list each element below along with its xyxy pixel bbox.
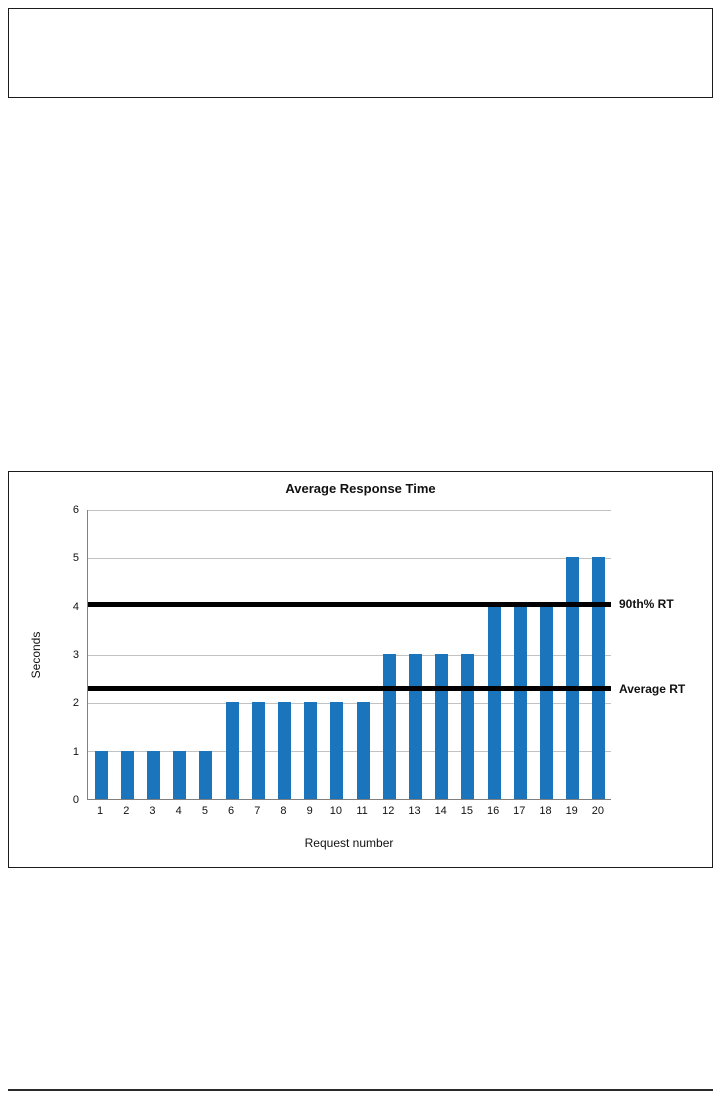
y-tick-label: 3 bbox=[72, 649, 79, 661]
y-tick-label: 1 bbox=[72, 745, 79, 758]
top-box bbox=[8, 8, 713, 98]
bar bbox=[513, 605, 527, 799]
x-tick-label: 10 bbox=[329, 805, 343, 817]
bar bbox=[278, 702, 291, 799]
footer-rule bbox=[8, 1089, 713, 1091]
reference-line-label: 90th% RT bbox=[619, 597, 674, 612]
bar bbox=[435, 654, 449, 799]
x-tick-label: 3 bbox=[149, 805, 156, 817]
y-tick-label: 4 bbox=[72, 600, 79, 613]
y-tick-label: 0 bbox=[72, 794, 79, 806]
x-axis-ticks: 1 2 3 4 5 6 7 8 9 10 11 12 13 14 15 16 17 18 19 20 bbox=[87, 804, 611, 818]
gridline bbox=[88, 510, 611, 511]
chart-title: Average Response Time bbox=[285, 481, 436, 496]
x-tick-label: 1 bbox=[97, 805, 104, 817]
x-tick-label: 13 bbox=[408, 805, 421, 817]
x-tick-label: 18 bbox=[539, 805, 552, 817]
x-tick-label: 19 bbox=[565, 805, 578, 817]
bar bbox=[566, 557, 580, 799]
x-tick-label: 20 bbox=[591, 805, 605, 817]
x-tick-label: 6 bbox=[228, 805, 235, 817]
y-tick-label: 2 bbox=[72, 697, 79, 710]
y-tick-label: 6 bbox=[72, 504, 79, 516]
bar bbox=[382, 654, 396, 799]
gridline bbox=[88, 751, 611, 753]
bar bbox=[225, 702, 239, 799]
x-tick-label: 15 bbox=[460, 805, 474, 817]
x-tick-label: 2 bbox=[123, 805, 130, 817]
x-tick-label: 11 bbox=[356, 805, 368, 817]
x-tick-label: 9 bbox=[306, 805, 313, 817]
bar bbox=[94, 750, 108, 799]
x-tick-label: 5 bbox=[201, 805, 208, 817]
x-tick-label: 4 bbox=[175, 805, 182, 817]
bar bbox=[251, 702, 265, 799]
gridline bbox=[88, 557, 611, 559]
reference-line-label: Average RT bbox=[619, 681, 686, 696]
reference-line bbox=[88, 686, 611, 692]
bar bbox=[147, 750, 160, 799]
bar bbox=[540, 605, 553, 799]
bar bbox=[461, 654, 475, 799]
bar bbox=[592, 557, 606, 799]
y-axis-ticks: 0 1 2 3 4 5 6 bbox=[9, 504, 79, 806]
y-tick-label: 5 bbox=[72, 552, 79, 565]
bar bbox=[409, 654, 422, 799]
x-axis-label: Request number bbox=[304, 836, 394, 850]
x-tick-label: 8 bbox=[280, 805, 287, 817]
reference-line bbox=[88, 601, 611, 607]
x-tick-label: 16 bbox=[486, 805, 500, 817]
bar bbox=[199, 750, 213, 799]
bar bbox=[487, 605, 501, 799]
bar bbox=[120, 750, 134, 799]
x-tick-label: 14 bbox=[434, 805, 447, 817]
bar bbox=[356, 702, 370, 799]
plot-area bbox=[87, 510, 611, 800]
x-tick-label: 17 bbox=[513, 805, 526, 817]
x-tick-label: 7 bbox=[254, 805, 261, 817]
bar bbox=[330, 702, 344, 799]
bar bbox=[304, 702, 318, 799]
gridline bbox=[88, 654, 611, 656]
bar bbox=[173, 750, 187, 799]
gridline bbox=[88, 702, 611, 704]
x-tick-label: 12 bbox=[382, 805, 395, 817]
reference-line-labels: 90th% RT Average RT bbox=[619, 510, 711, 800]
